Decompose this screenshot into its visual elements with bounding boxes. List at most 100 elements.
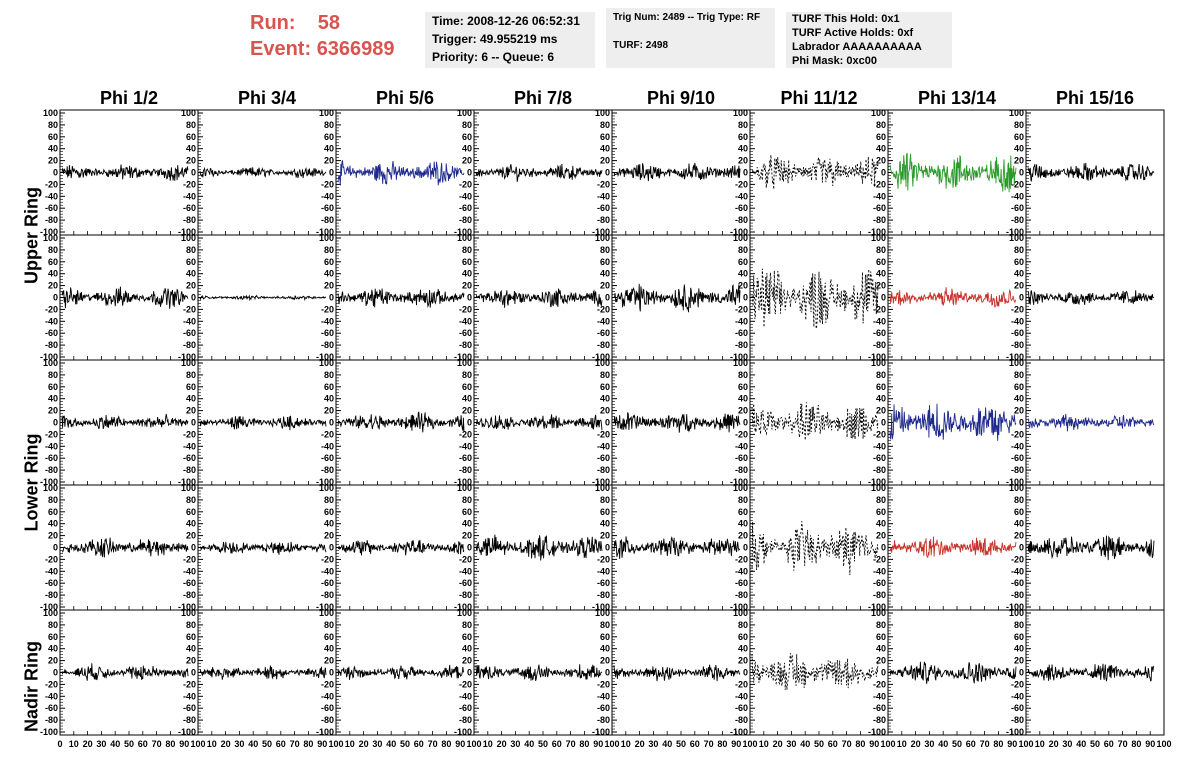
x-tick-label: 100 xyxy=(328,739,343,749)
y-tick-label: 0 xyxy=(53,543,58,553)
run-value: 58 xyxy=(317,12,341,34)
y-tick-label: -40 xyxy=(735,566,748,576)
y-tick-label: 40 xyxy=(1014,394,1024,404)
waveform-r2-c5 xyxy=(613,283,741,313)
y-tick-label: 20 xyxy=(600,656,610,666)
x-tick-label: 70 xyxy=(566,739,576,749)
y-tick-label: 0 xyxy=(605,668,610,678)
y-tick-label: -40 xyxy=(459,566,472,576)
y-tick-label: 60 xyxy=(186,632,196,642)
x-tick-label: 50 xyxy=(676,739,686,749)
y-tick-label: 80 xyxy=(186,120,196,130)
y-tick-label: 60 xyxy=(48,132,58,142)
y-tick-label: 40 xyxy=(738,144,748,154)
y-tick-label: -60 xyxy=(183,453,196,463)
y-tick-label: -80 xyxy=(873,215,886,225)
y-tick-label: 20 xyxy=(324,406,334,416)
trig-info-panel: Trig Num: 2489 -- Trig Type: RF TURF: 24… xyxy=(606,8,775,68)
y-tick-label: -60 xyxy=(183,328,196,338)
y-tick-label: 0 xyxy=(191,668,196,678)
waveform-r2-c2 xyxy=(199,294,327,302)
x-tick-label: 20 xyxy=(359,739,369,749)
x-tick-label: 40 xyxy=(1076,739,1086,749)
y-tick-label: 20 xyxy=(48,281,58,291)
y-tick-label: 0 xyxy=(191,543,196,553)
column-header-7: Phi 13/14 xyxy=(918,88,996,108)
x-tick-label: 80 xyxy=(303,739,313,749)
column-header-3: Phi 5/6 xyxy=(376,88,434,108)
y-tick-label: -80 xyxy=(45,465,58,475)
plot-frame-r5-c7 xyxy=(887,609,1027,736)
y-tick-label: 100 xyxy=(457,358,472,368)
y-tick-label: 20 xyxy=(876,531,886,541)
y-tick-label: 100 xyxy=(181,358,196,368)
run-event-box: Run: 58 Event: 6366989 xyxy=(250,10,395,62)
y-tick-label: -20 xyxy=(735,304,748,314)
y-tick-label: 20 xyxy=(600,406,610,416)
y-tick-label: 40 xyxy=(462,519,472,529)
x-tick-label: 90 xyxy=(1145,739,1155,749)
x-tick-label: 100 xyxy=(466,739,481,749)
y-tick-label: -60 xyxy=(459,453,472,463)
y-tick-label: 40 xyxy=(48,394,58,404)
waveform-r4-c3 xyxy=(337,539,465,556)
y-tick-label: 0 xyxy=(881,293,886,303)
x-tick-label: 50 xyxy=(262,739,272,749)
y-tick-label: 0 xyxy=(329,168,334,178)
y-tick-label: -40 xyxy=(45,191,58,201)
x-tick-label: 30 xyxy=(372,739,382,749)
y-tick-label: -80 xyxy=(459,715,472,725)
y-tick-label: -60 xyxy=(459,578,472,588)
x-tick-label: 60 xyxy=(138,739,148,749)
waveform-r4-c5 xyxy=(613,536,741,559)
y-tick-label: -60 xyxy=(321,203,334,213)
y-tick-label: 100 xyxy=(871,608,886,618)
y-tick-label: 60 xyxy=(324,507,334,517)
waveform-r5-c1 xyxy=(61,663,189,681)
y-tick-label: -20 xyxy=(873,179,886,189)
y-tick-label: 80 xyxy=(1014,245,1024,255)
y-tick-label: -40 xyxy=(459,191,472,201)
y-tick-label: -100 xyxy=(40,352,58,362)
y-tick-label: -20 xyxy=(459,179,472,189)
column-header-5: Phi 9/10 xyxy=(647,88,715,108)
y-tick-label: -20 xyxy=(45,679,58,689)
y-tick-label: -100 xyxy=(1006,477,1024,487)
y-tick-label: -40 xyxy=(321,191,334,201)
y-tick-label: 20 xyxy=(324,531,334,541)
x-tick-label: 80 xyxy=(993,739,1003,749)
y-tick-label: -20 xyxy=(183,554,196,564)
y-tick-label: -60 xyxy=(735,703,748,713)
y-tick-label: 0 xyxy=(53,293,58,303)
x-tick-label: 20 xyxy=(1049,739,1059,749)
y-tick-label: 100 xyxy=(181,233,196,243)
y-tick-label: 100 xyxy=(181,608,196,618)
y-tick-label: -40 xyxy=(1011,566,1024,576)
y-tick-label: 60 xyxy=(324,257,334,267)
y-tick-label: -20 xyxy=(597,429,610,439)
plot-frame-r2-c5 xyxy=(611,234,751,361)
y-tick-label: -60 xyxy=(597,578,610,588)
waveform-r1-c5 xyxy=(613,162,741,182)
y-tick-label: 40 xyxy=(186,269,196,279)
y-tick-label: 20 xyxy=(738,656,748,666)
y-tick-label: -60 xyxy=(597,328,610,338)
y-tick-label: 80 xyxy=(876,120,886,130)
y-tick-label: 20 xyxy=(1014,281,1024,291)
waveform-r4-c7 xyxy=(889,536,1017,559)
y-tick-label: -100 xyxy=(316,602,334,612)
x-tick-label: 40 xyxy=(800,739,810,749)
y-tick-label: 60 xyxy=(462,132,472,142)
x-tick-label: 90 xyxy=(731,739,741,749)
y-tick-label: -100 xyxy=(178,727,196,737)
y-tick-label: 60 xyxy=(1014,132,1024,142)
y-tick-label: -40 xyxy=(873,691,886,701)
y-tick-label: -100 xyxy=(178,227,196,237)
y-tick-label: 60 xyxy=(186,507,196,517)
x-tick-label: 20 xyxy=(911,739,921,749)
y-tick-label: 80 xyxy=(186,245,196,255)
y-tick-label: -80 xyxy=(45,590,58,600)
y-tick-label: -20 xyxy=(1011,429,1024,439)
x-tick-label: 10 xyxy=(621,739,631,749)
y-tick-label: -100 xyxy=(40,727,58,737)
